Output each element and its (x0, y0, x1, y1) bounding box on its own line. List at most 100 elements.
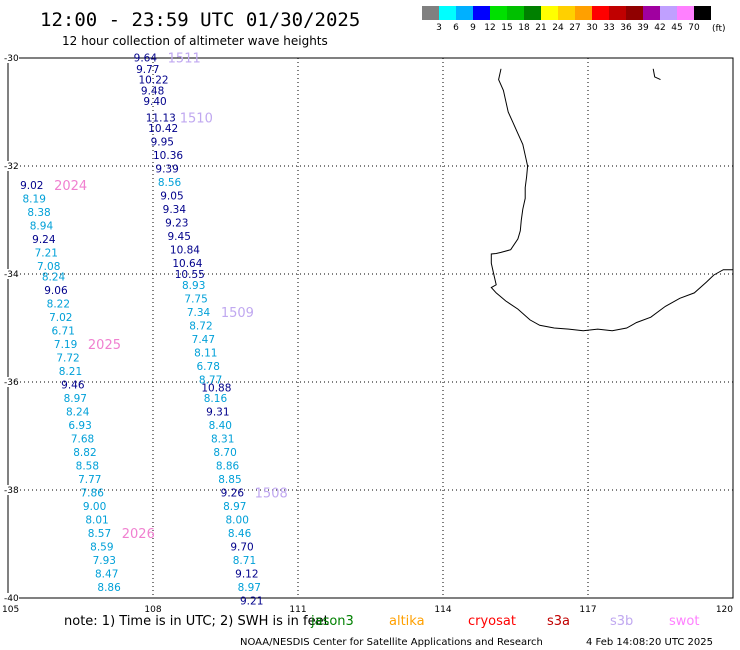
pass-number-label: 2024 (54, 179, 87, 194)
lon-tick-label: 108 (144, 605, 161, 615)
swh-value: 9.00 (83, 501, 106, 513)
swh-value: 8.16 (204, 393, 228, 405)
pass-number-label: 1511 (168, 51, 201, 66)
swh-value: 9.48 (141, 85, 164, 97)
swh-value: 7.08 (37, 261, 60, 273)
color-scale-label: 70 (688, 23, 700, 33)
pass-number-label: 1510 (180, 111, 213, 126)
swh-value: 10.36 (153, 150, 183, 162)
swh-value: 7.77 (78, 474, 101, 486)
lat-tick-label: -38 (4, 486, 19, 496)
swh-value: 9.46 (61, 380, 85, 392)
color-scale-swatch (694, 6, 711, 20)
swh-value: 7.93 (93, 555, 116, 567)
pass-number-label: 2025 (88, 338, 121, 353)
color-scale-label: 45 (671, 23, 682, 33)
color-scale-swatch (575, 6, 592, 20)
lon-tick-label: 105 (2, 605, 19, 615)
swh-value: 8.31 (211, 434, 234, 446)
color-scale-swatch (541, 6, 558, 20)
swh-value: 8.21 (59, 366, 82, 378)
swh-value: 7.75 (184, 293, 207, 305)
swh-value: 8.01 (85, 515, 108, 527)
color-scale-label: 33 (603, 23, 614, 33)
swh-value: 8.97 (64, 393, 87, 405)
swh-value: 8.82 (73, 447, 96, 459)
pass-number-label: 1508 (255, 487, 288, 502)
swh-value: 8.59 (90, 542, 113, 554)
swh-value: 9.24 (32, 234, 56, 246)
swh-value: 8.58 (76, 461, 99, 473)
color-scale-swatch (592, 6, 609, 20)
swh-value: 8.56 (158, 177, 182, 189)
swh-value: 8.97 (223, 501, 246, 513)
lon-tick-label: 114 (434, 605, 451, 615)
swh-value: 8.00 (226, 515, 249, 527)
swh-value: 8.86 (216, 461, 240, 473)
satellite-legend: jason3 altika cryosat s3a s3b swot (310, 614, 699, 629)
lon-tick-label: 117 (579, 605, 596, 615)
color-scale-swatch (456, 6, 473, 20)
swh-value: 8.46 (228, 528, 252, 540)
swh-value: 7.86 (81, 488, 105, 500)
swh-value: 9.64 (134, 52, 158, 64)
swh-value: 9.21 (240, 596, 263, 608)
swh-value: 6.93 (68, 420, 91, 432)
lat-label-bg (1, 593, 19, 603)
color-scale-label: 12 (484, 23, 495, 33)
color-scale-label: 9 (470, 23, 476, 33)
color-scale-swatch (524, 6, 541, 20)
color-scale-swatch (558, 6, 575, 20)
lat-label-bg (1, 53, 19, 63)
swh-value: 8.47 (95, 569, 118, 581)
swh-value: 9.77 (136, 64, 159, 76)
legend-satellite-s3b: s3b (610, 614, 633, 629)
color-scale-label: 30 (586, 23, 598, 33)
swh-value: 8.85 (218, 474, 241, 486)
swh-value: 10.55 (175, 269, 205, 281)
swh-value: 9.23 (165, 218, 188, 230)
swh-value: 9.34 (163, 204, 187, 216)
swh-value: 10.88 (201, 382, 231, 394)
swh-value: 8.70 (213, 447, 236, 459)
swh-value: 8.19 (23, 193, 46, 205)
swh-value: 8.77 (199, 374, 222, 386)
color-scale-label: 3 (436, 23, 442, 33)
swh-value: 8.24 (42, 272, 66, 284)
swh-value: 8.40 (209, 420, 232, 432)
swh-value: 9.95 (151, 137, 174, 149)
map-title: 12:00 - 23:59 UTC 01/30/2025 (40, 9, 360, 31)
lat-label-bg (1, 377, 19, 387)
lat-tick-label: -30 (4, 54, 19, 64)
lat-tick-label: -32 (4, 162, 19, 172)
lat-tick-label: -40 (4, 594, 19, 604)
track-swot: 9.028.198.388.949.247.217.088.249.068.22… (20, 179, 155, 594)
swh-value: 8.11 (194, 347, 217, 359)
swh-value: 9.06 (44, 285, 68, 297)
swh-value: 10.22 (139, 75, 169, 87)
swh-value: 8.72 (189, 320, 212, 332)
color-scale-swatch (439, 6, 456, 20)
legend-satellite-s3a: s3a (547, 614, 570, 629)
color-scale-swatch (643, 6, 660, 20)
swh-value: 7.02 (49, 312, 72, 324)
swh-value: 9.05 (160, 191, 183, 203)
swh-value: 10.42 (148, 123, 178, 135)
swh-value: 8.38 (27, 207, 50, 219)
color-scale-label: 18 (518, 23, 530, 33)
swh-value: 7.68 (71, 434, 94, 446)
lat-lon-grid (8, 58, 733, 598)
swh-value: 9.02 (20, 180, 43, 192)
legend-note: note: 1) Time is in UTC; 2) SWH is in fe… (64, 614, 329, 629)
color-scale-swatch (677, 6, 694, 20)
pass-number-label: 1509 (221, 306, 254, 321)
swh-value: 7.72 (56, 353, 79, 365)
swh-value: 9.39 (155, 164, 178, 176)
swh-value: 9.70 (230, 542, 253, 554)
coastline-segment (652, 68, 661, 81)
color-scale-label: 39 (637, 23, 649, 33)
color-scale-label: 27 (569, 23, 580, 33)
